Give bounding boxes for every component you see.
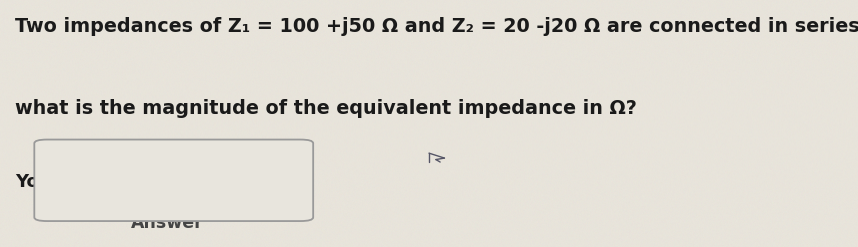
Text: Answer: Answer <box>131 214 203 232</box>
Text: Two impedances of Z₁ = 100 +j50 Ω and Z₂ = 20 -j20 Ω are connected in series.: Two impedances of Z₁ = 100 +j50 Ω and Z₂… <box>15 17 858 36</box>
FancyBboxPatch shape <box>34 140 313 221</box>
Text: what is the magnitude of the equivalent impedance in Ω?: what is the magnitude of the equivalent … <box>15 99 637 118</box>
Text: Your Answer:: Your Answer: <box>15 173 149 191</box>
